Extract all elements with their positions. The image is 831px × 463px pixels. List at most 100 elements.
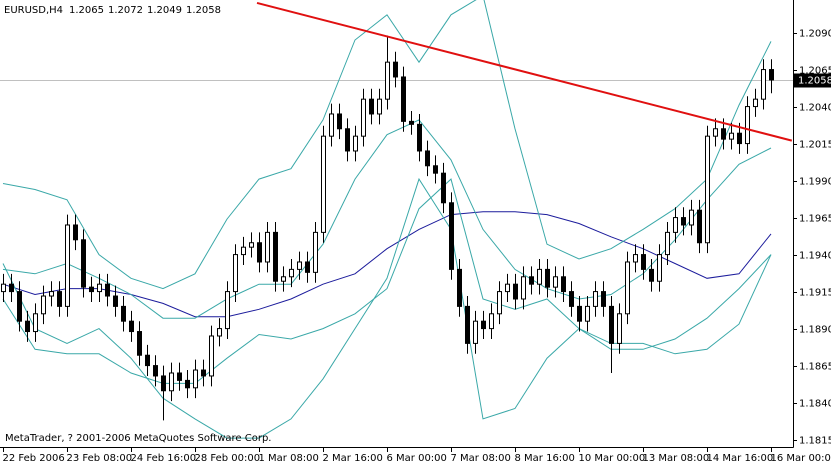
candle-body — [649, 268, 654, 282]
candle-body — [641, 254, 646, 270]
indicator-line — [2, 0, 772, 290]
candle-body — [553, 276, 558, 288]
candle-body — [169, 372, 174, 392]
x-tick-label: 10 Mar 00:00 — [579, 453, 646, 463]
candle-body — [25, 320, 30, 333]
candle-body — [705, 135, 710, 244]
candle-body — [593, 291, 598, 307]
y-tick-label: 1.2015 — [799, 140, 831, 151]
candle-body — [81, 239, 86, 288]
candle-body — [497, 291, 502, 315]
header-open: 1.2065 — [69, 5, 104, 16]
candle-body — [609, 305, 614, 344]
candle-body — [505, 283, 510, 293]
candle-body — [489, 313, 494, 330]
candle-body — [89, 286, 94, 293]
x-tick-label: 7 Mar 08:00 — [451, 453, 511, 463]
y-tick-label: 1.1840 — [799, 399, 831, 410]
candle-body — [153, 365, 158, 377]
candle-body — [185, 379, 190, 389]
plot-area — [0, 0, 793, 439]
candle-body — [697, 209, 702, 244]
candle-body — [193, 369, 198, 389]
candle-body — [737, 132, 742, 145]
y-tick-label: 1.1915 — [799, 288, 831, 299]
candle-body — [561, 276, 566, 293]
candle-body — [673, 217, 678, 233]
candle-body — [217, 328, 222, 337]
header-low: 1.2049 — [147, 5, 182, 16]
candle-body — [729, 132, 734, 140]
candle-body — [537, 268, 542, 285]
candle-body — [113, 295, 118, 307]
y-tick-label: 1.2065 — [799, 66, 831, 77]
candle-body — [633, 254, 638, 263]
candle-body — [257, 242, 262, 263]
candle-body — [745, 106, 750, 145]
symbol: EURUSD,H4 — [4, 5, 63, 16]
x-tick-label: 8 Mar 16:00 — [515, 453, 575, 463]
x-tick-label: 28 Feb 00:00 — [195, 453, 261, 463]
candle-body — [761, 69, 766, 100]
candle-body — [177, 372, 182, 381]
candle-body — [617, 313, 622, 344]
candle-body — [161, 375, 166, 392]
x-tick-label: 22 Feb 2006 — [3, 453, 65, 463]
x-tick-label: 14 Mar 16:00 — [707, 453, 774, 463]
y-tick-label: 1.1815 — [799, 436, 831, 447]
y-tick-label: 1.1865 — [799, 362, 831, 373]
candle-body — [665, 231, 670, 256]
candle-body — [297, 261, 302, 270]
x-tick-label: 6 Mar 00:00 — [387, 453, 447, 463]
candle-body — [433, 165, 438, 174]
candle-body — [321, 135, 326, 233]
candle-body — [105, 283, 110, 297]
candle-body — [201, 369, 206, 377]
candle-body — [601, 291, 606, 307]
x-tick-label: 13 Mar 08:00 — [643, 453, 710, 463]
candle-body — [1, 283, 6, 293]
candle-body — [241, 246, 246, 256]
candle-body — [49, 291, 54, 297]
candle-body — [385, 61, 390, 100]
candle-body — [753, 98, 758, 108]
candle-body — [41, 295, 46, 315]
candle-body — [17, 291, 22, 322]
y-tick-label: 1.2040 — [799, 103, 831, 114]
candle-body — [769, 69, 774, 81]
candle-body — [425, 150, 430, 167]
candle-body — [9, 283, 14, 293]
candle-body — [473, 320, 478, 344]
candle-body — [393, 61, 398, 78]
candle-body — [585, 305, 590, 322]
trendline — [256, 1, 793, 142]
candle-body — [441, 172, 446, 204]
candle-body — [657, 254, 662, 282]
candle-body — [273, 231, 278, 282]
candle-body — [225, 291, 230, 330]
candle-body — [377, 98, 382, 115]
candle-body — [121, 305, 126, 322]
candle-body — [97, 283, 102, 293]
candle-body — [233, 254, 238, 293]
candle-body — [353, 135, 358, 152]
candle-body — [329, 113, 334, 137]
candle-body — [681, 217, 686, 226]
candle-body — [249, 242, 254, 248]
candle-body — [65, 224, 70, 307]
candle-body — [529, 276, 534, 285]
indicator-line — [2, 177, 772, 439]
candle-body — [569, 291, 574, 307]
candle-body — [577, 305, 582, 322]
price-label-box — [794, 73, 831, 88]
candle-body — [289, 268, 294, 278]
candle-body — [265, 231, 270, 263]
candle-body — [465, 305, 470, 344]
candle-body — [521, 276, 526, 300]
candle-body — [33, 313, 38, 333]
header-close: 1.2058 — [186, 5, 221, 16]
candle-body — [57, 291, 62, 307]
candle-body — [137, 331, 142, 356]
